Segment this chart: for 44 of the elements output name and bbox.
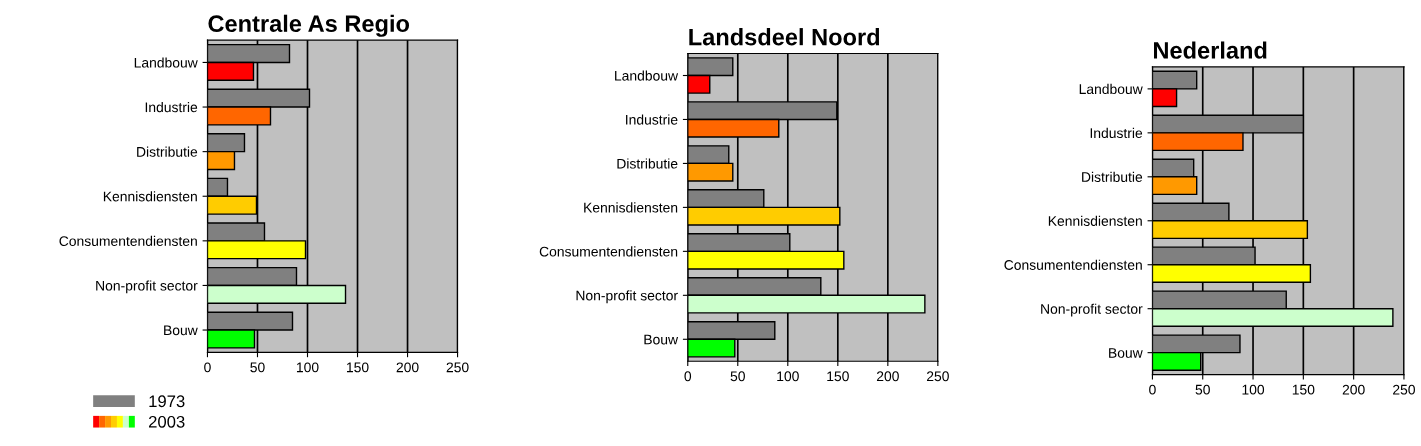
x-tick-label: 200 <box>876 371 899 382</box>
x-tick-label: 100 <box>1242 384 1265 395</box>
y-tick-label: Distributie <box>617 158 678 169</box>
y-tick-label: Landbouw <box>134 57 198 68</box>
y-tick-label: Industrie <box>626 114 678 125</box>
x-tick-label: 200 <box>1342 384 1365 395</box>
legend-label: 2003 <box>148 415 185 428</box>
x-tick-label: 100 <box>777 371 799 382</box>
x-tick-label: 200 <box>396 362 419 373</box>
x-tick-label: 250 <box>1393 384 1415 395</box>
x-tick-label: 0 <box>1149 384 1156 395</box>
x-tick-label: 250 <box>446 362 469 373</box>
x-tick-label: 0 <box>204 362 211 373</box>
x-tick-label: 100 <box>296 362 319 373</box>
y-tick-label: Non-profit sector <box>96 280 198 294</box>
x-tick-label: 0 <box>684 371 692 382</box>
y-tick-label: Industrie <box>1090 127 1143 139</box>
legend-label: 1973 <box>149 395 185 408</box>
x-tick-label: 150 <box>827 371 849 382</box>
y-tick-label: Bouw <box>164 325 198 336</box>
y-tick-label: Landbouw <box>615 70 679 81</box>
y-tick-label: Non-profit sector <box>1041 303 1143 317</box>
y-tick-label: Kennisdiensten <box>103 191 197 202</box>
y-tick-label: Consumentendiensten <box>539 246 678 257</box>
chart-title: Nederland <box>1154 41 1267 59</box>
x-tick-label: 50 <box>1195 384 1210 395</box>
y-tick-label: Bouw <box>644 334 679 345</box>
y-tick-label: Distributie <box>137 146 198 157</box>
y-tick-label: Bouw <box>1109 348 1143 358</box>
y-tick-label: Consumentendiensten <box>1004 259 1142 270</box>
y-tick-label: Distributie <box>1082 171 1143 182</box>
y-tick-label: Kennisdiensten <box>1048 215 1142 226</box>
chart-title: Landsdeel Noord <box>689 28 880 46</box>
y-tick-label: Non-profit sector <box>576 290 678 304</box>
y-tick-label: Kennisdiensten <box>584 202 678 213</box>
y-tick-label: Industrie <box>145 102 198 113</box>
x-tick-label: 150 <box>347 362 369 373</box>
x-tick-label: 50 <box>730 371 745 382</box>
chart-title: Centrale As Regio <box>208 14 410 37</box>
x-tick-label: 250 <box>926 371 949 382</box>
x-tick-label: 50 <box>250 362 265 373</box>
y-tick-label: Landbouw <box>1079 83 1143 95</box>
x-tick-label: 150 <box>1292 384 1315 395</box>
y-tick-label: Consumentendiensten <box>59 235 197 247</box>
